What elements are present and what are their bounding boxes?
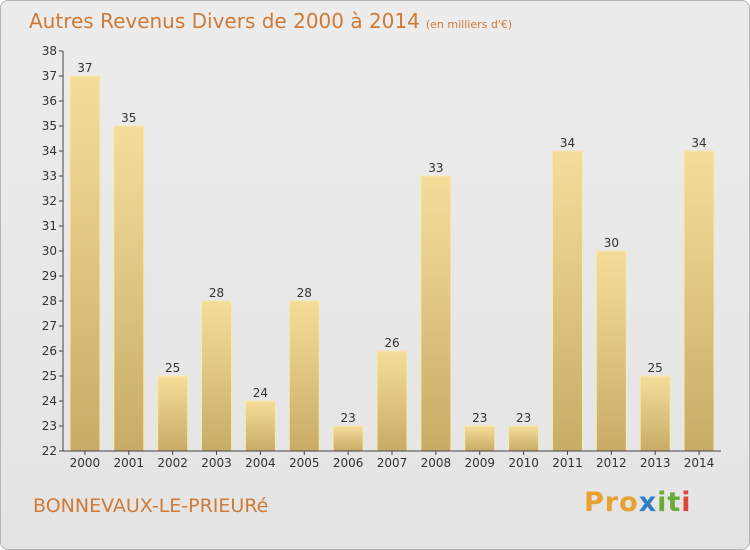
y-tick-label: 26 xyxy=(42,344,57,358)
y-tick-label: 33 xyxy=(42,169,57,183)
x-axis: 2000 2001 2002 2003 2004 2005 2006 2007 2008 2009… xyxy=(63,450,721,470)
x-tick-label-2013: 2013 xyxy=(640,456,671,470)
bar-2013 xyxy=(639,375,671,452)
y-tick-label: 32 xyxy=(42,194,57,208)
value-label-2006: 23 xyxy=(340,411,355,425)
value-label-2000: 37 xyxy=(77,61,92,75)
bar-2010 xyxy=(508,425,540,452)
x-tick-label-2002: 2002 xyxy=(157,456,188,470)
logo-letter: i xyxy=(681,487,692,518)
value-label-2012: 30 xyxy=(604,236,619,250)
bar-2005 xyxy=(288,300,320,452)
y-tick-label: 35 xyxy=(42,119,57,133)
chart-title-text: Autres Revenus Divers de 2000 à 2014 xyxy=(29,9,420,33)
x-tick-label-2014: 2014 xyxy=(684,456,715,470)
bar-2000 xyxy=(69,75,101,452)
y-tick-label: 31 xyxy=(42,219,57,233)
logo-letter: x xyxy=(638,487,658,518)
value-label-2005: 28 xyxy=(297,286,312,300)
y-tick-label: 28 xyxy=(42,294,57,308)
bar-2003 xyxy=(201,300,233,452)
y-tick-label: 25 xyxy=(42,369,57,383)
y-tick-label: 37 xyxy=(42,69,57,83)
y-axis: 22 23 24 25 26 27 28 29 30 31 32 33 34 35 36 37 38 xyxy=(42,44,64,458)
x-tick-label-2008: 2008 xyxy=(421,456,452,470)
commune-name: BONNEVAUX-LE-PRIEURé xyxy=(33,495,269,517)
logo-letter: P xyxy=(584,487,605,518)
value-label-2014: 34 xyxy=(691,136,706,150)
y-tick-label: 30 xyxy=(42,244,57,258)
value-label-2013: 25 xyxy=(648,361,663,375)
value-label-2001: 35 xyxy=(121,111,136,125)
bar-2007 xyxy=(376,350,408,452)
y-tick-label: 22 xyxy=(42,444,57,458)
chart-subtitle: (en milliers d'€) xyxy=(425,18,513,31)
y-tick-label: 34 xyxy=(42,144,57,158)
x-tick-label-2005: 2005 xyxy=(289,456,320,470)
bar-2006 xyxy=(332,425,364,452)
x-tick-label-2001: 2001 xyxy=(114,456,145,470)
value-label-2010: 23 xyxy=(516,411,531,425)
x-tick-label-2007: 2007 xyxy=(377,456,408,470)
value-label-2009: 23 xyxy=(472,411,487,425)
x-tick-label-2000: 2000 xyxy=(70,456,101,470)
logo-letter: i xyxy=(657,487,668,518)
chart-title: Autres Revenus Divers de 2000 à 2014 (en … xyxy=(29,9,512,33)
x-tick-label-2009: 2009 xyxy=(464,456,495,470)
bar-2014 xyxy=(683,150,715,452)
y-tick-label: 23 xyxy=(42,419,57,433)
bar-2002 xyxy=(157,375,189,452)
x-tick-label-2004: 2004 xyxy=(245,456,276,470)
y-tick-label: 29 xyxy=(42,269,57,283)
value-label-2002: 25 xyxy=(165,361,180,375)
x-tick-label-2010: 2010 xyxy=(508,456,539,470)
y-tick-label: 36 xyxy=(42,94,57,108)
y-tick-label: 24 xyxy=(42,394,57,408)
value-label-2007: 26 xyxy=(384,336,399,350)
x-tick-label-2012: 2012 xyxy=(596,456,627,470)
proxiti-logo[interactable]: Proxiti xyxy=(584,487,692,518)
logo-letter: o xyxy=(619,487,639,518)
value-label-2011: 34 xyxy=(560,136,575,150)
value-label-2008: 33 xyxy=(428,161,443,175)
bar-2004 xyxy=(244,400,276,452)
bar-2008 xyxy=(420,175,452,452)
bar-2001 xyxy=(113,125,145,452)
logo-letter: r xyxy=(604,487,620,518)
bars-group: 37 35 25 28 24 28 23 26 33 23 23 34 30 25 34 xyxy=(69,61,715,452)
bar-2009 xyxy=(464,425,496,452)
y-tick-label: 27 xyxy=(42,319,57,333)
x-tick-label-2006: 2006 xyxy=(333,456,364,470)
x-tick-label-2003: 2003 xyxy=(201,456,232,470)
x-tick-label-2011: 2011 xyxy=(552,456,583,470)
value-label-2004: 24 xyxy=(253,386,268,400)
bar-2011 xyxy=(551,150,583,452)
y-tick-label: 38 xyxy=(42,44,57,58)
value-label-2003: 28 xyxy=(209,286,224,300)
bar-2012 xyxy=(595,250,627,452)
logo-letter: t xyxy=(667,487,682,518)
